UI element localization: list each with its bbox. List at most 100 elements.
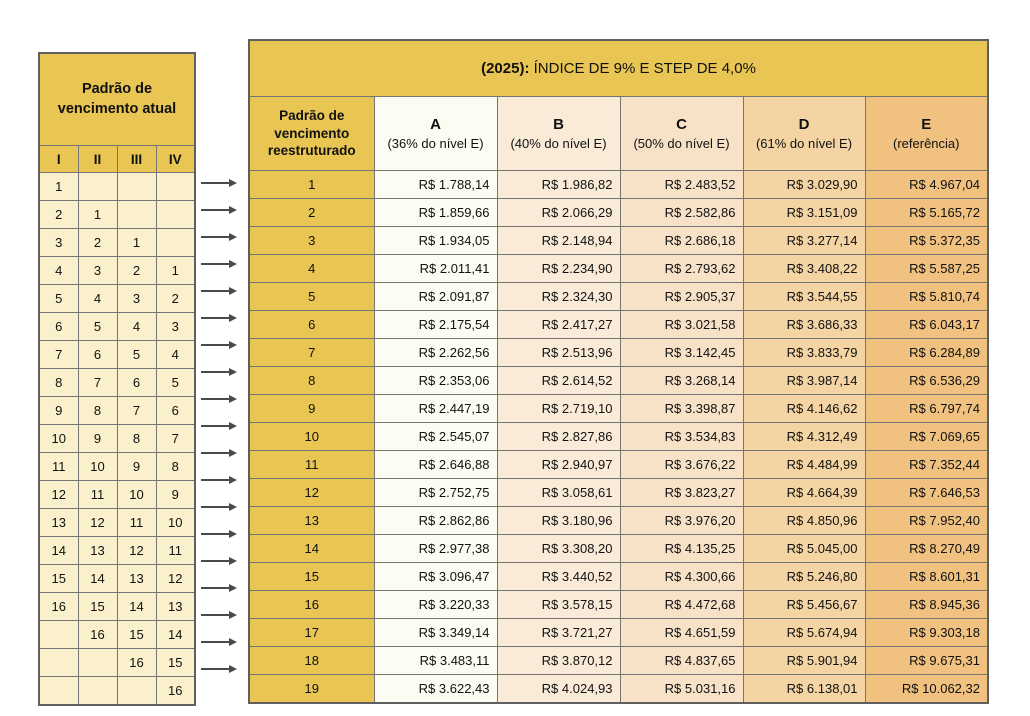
salary-value-cell: R$ 3.398,87 bbox=[619, 394, 744, 423]
pattern-number-cell: 17 bbox=[248, 618, 375, 647]
salary-value-cell: R$ 2.175,54 bbox=[373, 310, 498, 339]
pattern-number-cell: 19 bbox=[248, 674, 375, 704]
salary-value-cell: R$ 2.091,87 bbox=[373, 282, 498, 311]
grade-cell bbox=[38, 648, 79, 677]
salary-value-cell: R$ 5.165,72 bbox=[864, 198, 989, 227]
salary-value-cell: R$ 3.151,09 bbox=[742, 198, 866, 227]
pattern-number-cell: 3 bbox=[248, 226, 375, 255]
grade-cell: 9 bbox=[116, 452, 157, 481]
salary-value-cell: R$ 3.686,33 bbox=[742, 310, 866, 339]
salary-value-cell: R$ 9.303,18 bbox=[864, 618, 989, 647]
salary-value-cell: R$ 2.614,52 bbox=[496, 366, 621, 395]
table-row: 10 R$ 2.545,07 R$ 2.827,86 R$ 3.534,83 R$ 4.… bbox=[248, 422, 989, 451]
salary-value-cell: R$ 7.646,53 bbox=[864, 478, 989, 507]
table-row: 1 bbox=[38, 172, 196, 201]
row-mapping-arrow-icon bbox=[201, 250, 243, 277]
salary-value-cell: R$ 2.417,27 bbox=[496, 310, 621, 339]
grade-cell: 14 bbox=[38, 536, 79, 565]
table-row: 13 R$ 2.862,86 R$ 3.180,96 R$ 3.976,20 R$ 4.… bbox=[248, 506, 989, 535]
table-row: 17 R$ 3.349,14 R$ 3.721,27 R$ 4.651,59 R$ 5.… bbox=[248, 618, 989, 647]
table-row: 5 R$ 2.091,87 R$ 2.324,30 R$ 2.905,37 R$ 3.5… bbox=[248, 282, 989, 311]
grade-cell: 2 bbox=[155, 284, 196, 313]
grade-cell: 11 bbox=[77, 480, 118, 509]
salary-value-cell: R$ 2.545,07 bbox=[373, 422, 498, 451]
level-header-row: Padrão de vencimento reestruturado A (36… bbox=[248, 96, 989, 171]
salary-value-cell: R$ 4.850,96 bbox=[742, 506, 866, 535]
grade-cell: 2 bbox=[116, 256, 157, 285]
grade-cell: 16 bbox=[155, 676, 196, 706]
salary-value-cell: R$ 4.837,65 bbox=[619, 646, 744, 675]
salary-value-cell: R$ 3.987,14 bbox=[742, 366, 866, 395]
grade-cell bbox=[116, 172, 157, 201]
grade-cell: 3 bbox=[155, 312, 196, 341]
grade-cell: 2 bbox=[38, 200, 79, 229]
table-row: 14 13 12 11 bbox=[38, 536, 196, 565]
grade-cell bbox=[38, 676, 79, 706]
salary-value-cell: R$ 2.483,52 bbox=[619, 170, 744, 199]
salary-value-cell: R$ 4.967,04 bbox=[864, 170, 989, 199]
grade-cell: 9 bbox=[77, 424, 118, 453]
table-row: 13 12 11 10 bbox=[38, 508, 196, 537]
pattern-number-cell: 2 bbox=[248, 198, 375, 227]
salary-value-cell: R$ 2.686,18 bbox=[619, 226, 744, 255]
grade-cell: 5 bbox=[155, 368, 196, 397]
grade-cell: 9 bbox=[155, 480, 196, 509]
salary-value-cell: R$ 4.664,39 bbox=[742, 478, 866, 507]
table-row: 15 14 13 12 bbox=[38, 564, 196, 593]
table-row: 16 15 14 13 bbox=[38, 592, 196, 621]
salary-value-cell: R$ 2.752,75 bbox=[373, 478, 498, 507]
grade-cell bbox=[77, 172, 118, 201]
table-row: 15 R$ 3.096,47 R$ 3.440,52 R$ 4.300,66 R$ 5.… bbox=[248, 562, 989, 591]
salary-value-cell: R$ 3.833,79 bbox=[742, 338, 866, 367]
grade-cell: 1 bbox=[77, 200, 118, 229]
salary-value-cell: R$ 3.483,11 bbox=[373, 646, 498, 675]
grade-cell: 1 bbox=[116, 228, 157, 257]
grade-cell: 8 bbox=[116, 424, 157, 453]
salary-value-cell: R$ 5.901,94 bbox=[742, 646, 866, 675]
salary-value-cell: R$ 2.011,41 bbox=[373, 254, 498, 283]
pattern-number-cell: 7 bbox=[248, 338, 375, 367]
grade-cell: 12 bbox=[116, 536, 157, 565]
row-mapping-arrow-icon bbox=[201, 520, 243, 547]
pattern-number-cell: 6 bbox=[248, 310, 375, 339]
level-column-header-b: B (40% do nível E) bbox=[496, 96, 621, 171]
grade-cell: 15 bbox=[38, 564, 79, 593]
grade-cell: 5 bbox=[77, 312, 118, 341]
grade-cell: 6 bbox=[116, 368, 157, 397]
salary-value-cell: R$ 1.788,14 bbox=[373, 170, 498, 199]
salary-value-cell: R$ 3.721,27 bbox=[496, 618, 621, 647]
level-column-header-a: A (36% do nível E) bbox=[373, 96, 498, 171]
salary-value-cell: R$ 2.793,62 bbox=[619, 254, 744, 283]
salary-value-cell: R$ 9.675,31 bbox=[864, 646, 989, 675]
salary-value-cell: R$ 7.352,44 bbox=[864, 450, 989, 479]
grade-cell: 10 bbox=[116, 480, 157, 509]
salary-value-cell: R$ 6.043,17 bbox=[864, 310, 989, 339]
row-mapping-arrow-icon bbox=[201, 331, 243, 358]
current-pattern-header: Padrão de vencimento atual bbox=[38, 52, 196, 146]
level-letter: E bbox=[921, 116, 932, 133]
salary-value-cell: R$ 5.587,25 bbox=[864, 254, 989, 283]
restructured-pattern-header: Padrão de vencimento reestruturado bbox=[248, 96, 375, 171]
salary-value-cell: R$ 6.138,01 bbox=[742, 674, 866, 704]
pattern-number-cell: 9 bbox=[248, 394, 375, 423]
row-mapping-arrow-icon bbox=[201, 196, 243, 223]
salary-value-cell: R$ 10.062,32 bbox=[864, 674, 989, 704]
grade-cell: 12 bbox=[155, 564, 196, 593]
salary-value-cell: R$ 3.277,14 bbox=[742, 226, 866, 255]
table-row: 16 bbox=[38, 676, 196, 706]
salary-value-cell: R$ 4.146,62 bbox=[742, 394, 866, 423]
grade-column-header: IV bbox=[155, 145, 196, 173]
grade-cell: 5 bbox=[38, 284, 79, 313]
salary-value-cell: R$ 1.859,66 bbox=[373, 198, 498, 227]
salary-value-cell: R$ 3.976,20 bbox=[619, 506, 744, 535]
salary-value-cell: R$ 4.472,68 bbox=[619, 590, 744, 619]
grade-cell: 3 bbox=[38, 228, 79, 257]
grade-cell: 8 bbox=[38, 368, 79, 397]
grade-cell bbox=[116, 200, 157, 229]
salary-value-cell: R$ 2.719,10 bbox=[496, 394, 621, 423]
grade-cell: 10 bbox=[77, 452, 118, 481]
